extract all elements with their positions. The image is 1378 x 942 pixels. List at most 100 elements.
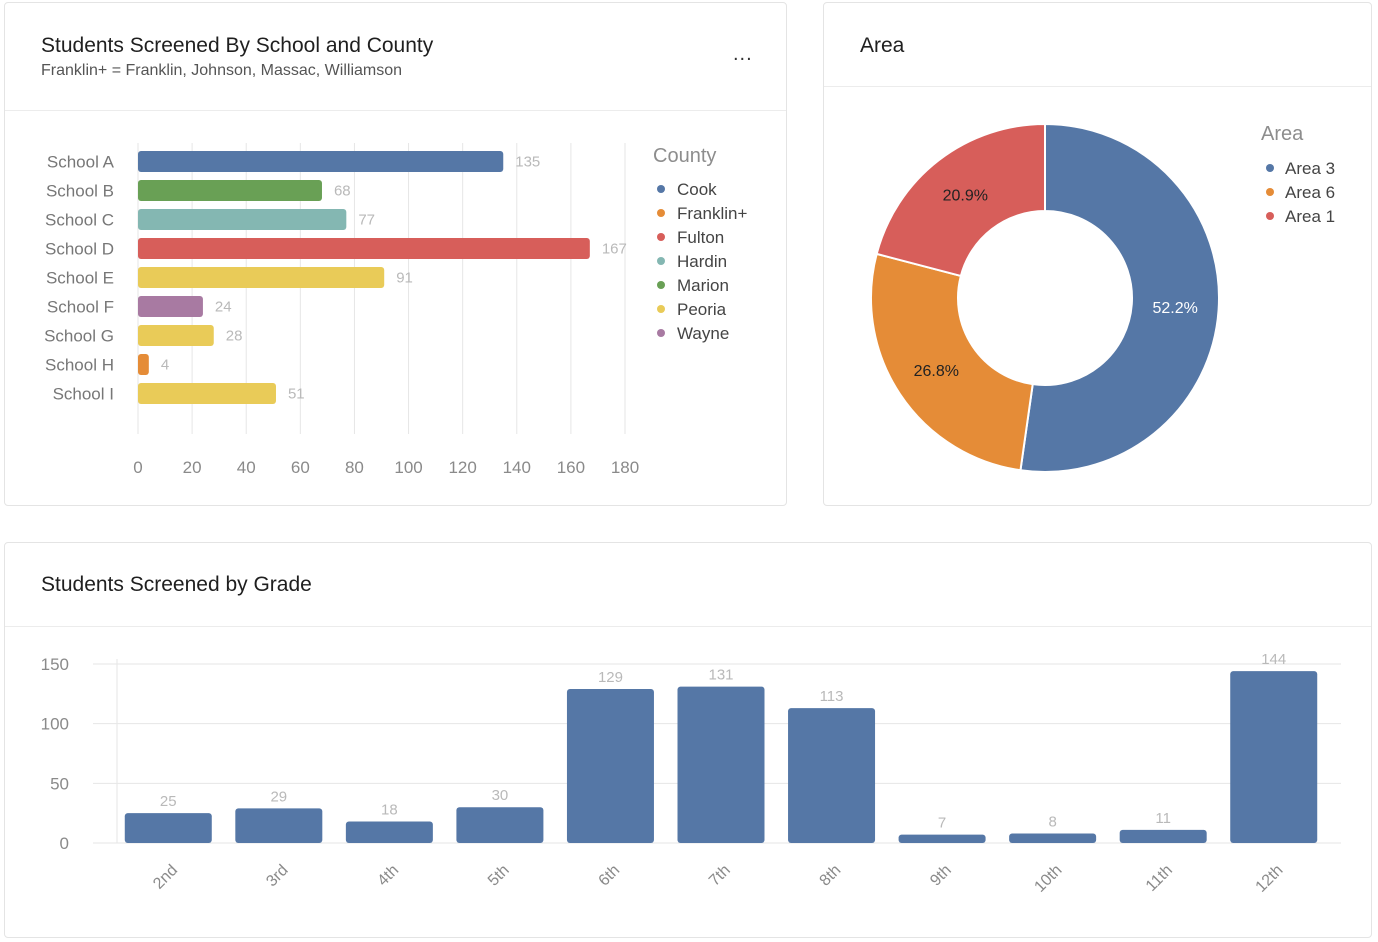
x-category-label: 4th	[374, 862, 402, 890]
y-tick-label: 150	[41, 655, 69, 674]
grade-bar[interactable]	[1230, 671, 1318, 843]
x-category-label: 12th	[1253, 862, 1287, 896]
bar-value-label: 131	[708, 667, 733, 684]
y-category-label: School H	[45, 356, 114, 375]
y-category-label: School E	[46, 269, 114, 288]
legend-marker	[657, 281, 665, 289]
grade-header: Students Screened by Grade	[5, 543, 1371, 627]
y-tick-label: 0	[60, 834, 69, 853]
school-county-title: Students Screened By School and County	[41, 34, 434, 57]
school-bar[interactable]	[138, 296, 203, 317]
legend-marker	[1266, 212, 1274, 220]
school-bar[interactable]	[138, 267, 385, 288]
grade-bar[interactable]	[1119, 829, 1207, 843]
grade-panel: Students Screened by Grade 0 50 100 150 25 2n…	[4, 542, 1372, 938]
bar-value-label: 4	[161, 357, 169, 374]
school-bar[interactable]	[138, 325, 214, 346]
x-category-label: 10th	[1031, 862, 1065, 896]
x-category-label: 11th	[1143, 862, 1176, 895]
x-category-label: 2nd	[150, 862, 181, 893]
y-category-label: School D	[45, 240, 114, 259]
x-tick-label: 140	[503, 458, 531, 477]
x-tick-label: 160	[557, 458, 585, 477]
legend-marker	[657, 305, 665, 313]
bar-value-label: 7	[938, 815, 946, 832]
area-panel: Area 52.2% 26.8% 20.9% Area Area 3 Area 6 Area…	[823, 2, 1372, 506]
legend-item-label[interactable]: Area 6	[1285, 183, 1335, 202]
x-category-label: 9th	[927, 862, 955, 890]
donut-slice[interactable]	[875, 122, 1046, 278]
bar-value-label: 77	[358, 212, 375, 229]
legend-marker	[657, 209, 665, 217]
bar-value-label: 11	[1155, 810, 1171, 827]
school-bar[interactable]	[138, 209, 347, 230]
bar-value-label: 129	[598, 669, 623, 686]
bar-value-label: 91	[396, 270, 413, 287]
legend-marker	[657, 257, 665, 265]
grade-bar[interactable]	[124, 813, 212, 843]
y-category-label: School I	[53, 385, 114, 404]
donut-slice[interactable]	[1019, 122, 1220, 473]
grade-bar[interactable]	[566, 689, 654, 843]
bar-value-label: 51	[288, 386, 305, 403]
legend-item-label[interactable]: Wayne	[677, 324, 729, 343]
y-category-label: School F	[47, 298, 114, 317]
x-tick-label: 60	[291, 458, 310, 477]
area-donut-chart: 52.2% 26.8% 20.9% Area Area 3 Area 6 Area 1	[870, 122, 1335, 473]
grade-bar[interactable]	[345, 821, 433, 843]
bar-value-label: 24	[215, 299, 232, 316]
y-category-label: School B	[46, 182, 114, 201]
x-category-label: 3rd	[263, 862, 291, 890]
x-category-label: 8th	[817, 862, 845, 890]
x-tick-label: 120	[448, 458, 476, 477]
bar-value-label: 113	[820, 688, 844, 705]
legend-title: County	[653, 145, 716, 167]
school-bar[interactable]	[138, 180, 322, 201]
legend-item-label[interactable]: Fulton	[677, 228, 724, 247]
school-bar[interactable]	[138, 383, 276, 404]
x-tick-label: 20	[183, 458, 202, 477]
school-county-chart: 0 20 40 60 80 100 120 140 160 180 School A 135 Schoo…	[44, 143, 747, 477]
school-bar[interactable]	[138, 238, 590, 259]
x-tick-label: 40	[237, 458, 256, 477]
legend-item-label[interactable]: Area 3	[1285, 159, 1335, 178]
x-tick-label: 80	[345, 458, 364, 477]
bar-value-label: 68	[334, 183, 351, 200]
grade-bar[interactable]	[788, 708, 876, 843]
x-category-label: 6th	[596, 862, 624, 890]
legend-item-label[interactable]: Peoria	[677, 300, 727, 319]
donut-slice[interactable]	[870, 252, 1034, 472]
legend-item-label[interactable]: Area 1	[1285, 207, 1335, 226]
more-options-button[interactable]: ...	[733, 43, 753, 65]
bar-value-label: 167	[602, 241, 627, 258]
legend-item-label[interactable]: Franklin+	[677, 204, 747, 223]
y-category-label: School G	[44, 327, 114, 346]
grade-bar[interactable]	[898, 834, 986, 843]
x-category-label: 5th	[485, 862, 513, 890]
bar-value-label: 29	[270, 788, 287, 805]
school-bar[interactable]	[138, 354, 149, 375]
legend-item-label[interactable]: Cook	[677, 180, 717, 199]
legend-marker	[1266, 188, 1274, 196]
y-category-label: School C	[45, 211, 114, 230]
grade-bar[interactable]	[235, 808, 323, 843]
bar-value-label: 8	[1048, 813, 1056, 830]
grade-bar[interactable]	[677, 686, 765, 843]
grade-bar[interactable]	[1009, 833, 1097, 843]
area-title: Area	[860, 34, 905, 57]
grade-bar[interactable]	[456, 807, 544, 843]
grade-chart: 0 50 100 150 25 2nd 29 3rd 18 4th 30 5th 129 6th 131 7t…	[41, 651, 1341, 896]
school-bar[interactable]	[138, 151, 504, 172]
school-county-header: Students Screened By School and County F…	[5, 3, 786, 111]
y-category-label: School A	[47, 153, 115, 172]
bar-value-label: 30	[492, 787, 509, 804]
bar-value-label: 18	[381, 802, 398, 819]
x-tick-label: 180	[611, 458, 639, 477]
bar-value-label: 28	[226, 328, 243, 345]
x-tick-label: 0	[133, 458, 142, 477]
legend-item-label[interactable]: Hardin	[677, 252, 727, 271]
x-tick-label: 100	[394, 458, 422, 477]
legend-item-label[interactable]: Marion	[677, 276, 729, 295]
legend-marker	[657, 185, 665, 193]
x-category-label: 7th	[706, 862, 734, 890]
